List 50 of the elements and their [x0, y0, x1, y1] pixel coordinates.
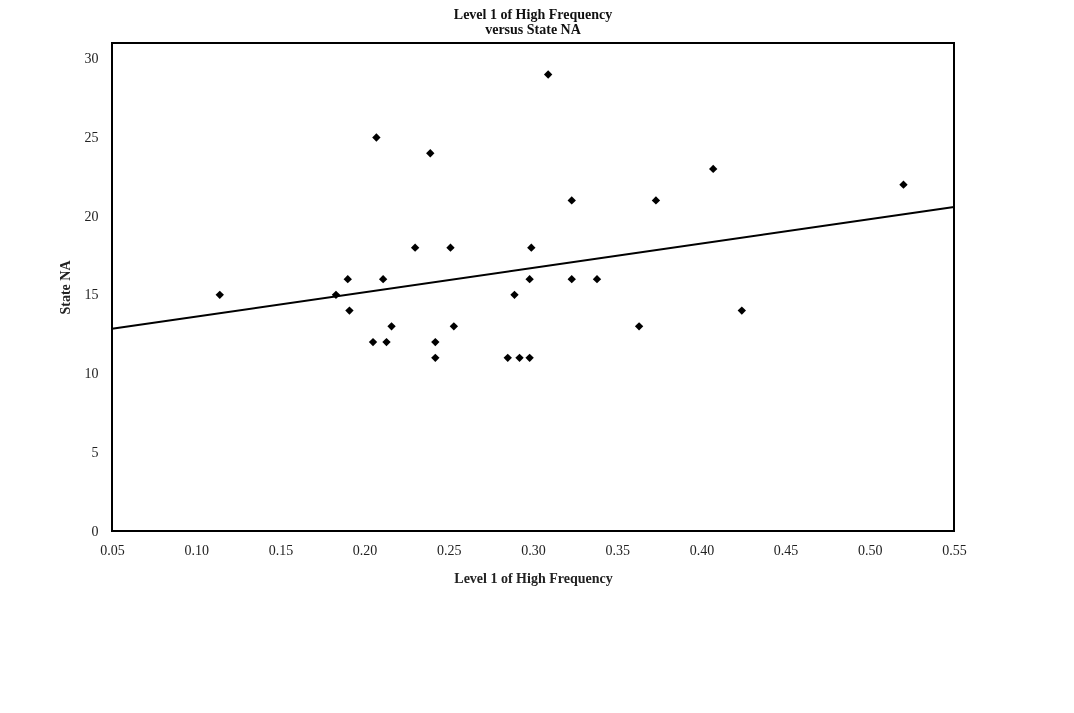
- x-tick-label: 0.55: [942, 542, 967, 558]
- point: [525, 353, 534, 363]
- y-tick-label: 25: [84, 129, 99, 145]
- point: [387, 322, 396, 331]
- point: [543, 70, 553, 79]
- point: [567, 274, 576, 284]
- point: [567, 196, 576, 205]
- point: [651, 196, 661, 205]
- point: [372, 133, 381, 142]
- x-tick-label: 0.50: [858, 542, 883, 558]
- point: [215, 290, 224, 300]
- y-tick-label: 0: [91, 523, 99, 539]
- y-axis-title: State NA: [57, 259, 73, 315]
- point: [899, 180, 908, 189]
- point: [426, 149, 435, 158]
- point: [634, 322, 644, 331]
- x-tick-label: 0.30: [521, 542, 546, 558]
- point: [368, 337, 378, 347]
- point: [709, 164, 718, 174]
- y-tick-label: 10: [84, 366, 99, 382]
- y-tick-label: 30: [84, 51, 99, 67]
- x-tick-label: 0.25: [437, 542, 462, 558]
- point: [503, 353, 512, 363]
- point: [431, 353, 440, 363]
- y-tick-label: 5: [91, 444, 99, 460]
- point: [737, 306, 746, 315]
- x-axis-title: Level 1 of High Frequency: [454, 570, 613, 586]
- x-tick-label: 0.20: [352, 542, 378, 558]
- point: [410, 243, 420, 252]
- point: [345, 306, 354, 315]
- point: [446, 243, 455, 252]
- point: [449, 322, 459, 331]
- point: [527, 243, 536, 252]
- x-tick-label: 0.15: [268, 542, 294, 558]
- point: [378, 274, 388, 284]
- y-tick-label: 15: [84, 287, 99, 303]
- point: [515, 353, 524, 363]
- point: [592, 274, 602, 284]
- x-tick-label: 0.10: [184, 542, 209, 558]
- point: [525, 274, 534, 284]
- x-tick-label: 0.35: [605, 542, 630, 558]
- point: [431, 337, 440, 347]
- y-tick-label: 20: [84, 208, 99, 224]
- chart-title: Level 1 of High Frequency versus State NA: [453, 7, 613, 37]
- x-tick-label: 0.40: [689, 542, 715, 558]
- point: [382, 337, 391, 347]
- point: [510, 290, 519, 300]
- x-tick-label: 0.45: [773, 542, 799, 558]
- point: [343, 274, 352, 284]
- x-tick-label: 0.05: [100, 542, 125, 558]
